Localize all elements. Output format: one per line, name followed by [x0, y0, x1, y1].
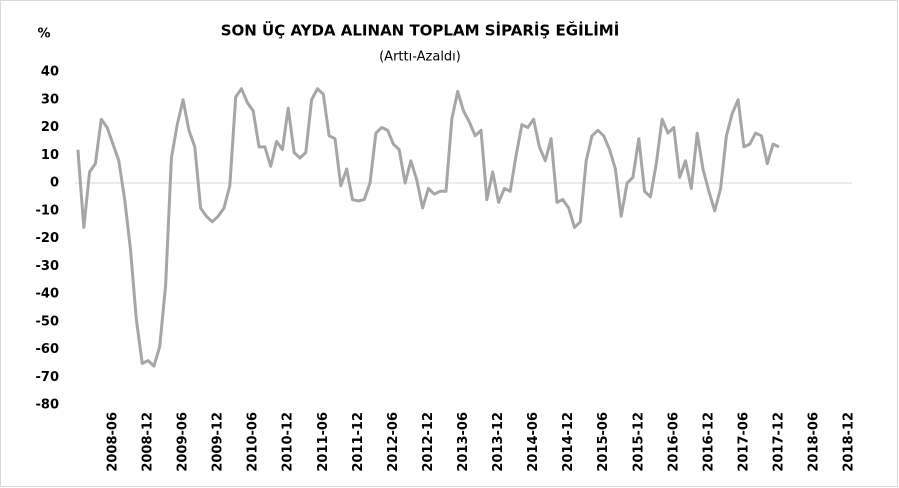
x-tick-label: 2013-12 [491, 412, 506, 472]
x-tick-label: 2014-06 [526, 412, 541, 472]
x-tick-label: 2016-06 [666, 412, 681, 472]
x-tick-label: 2008-12 [141, 412, 156, 472]
y-tick-label: -40 [36, 287, 60, 302]
x-tick-label: 2012-06 [386, 412, 401, 472]
y-tick-label: 20 [41, 120, 59, 135]
x-tick-label: 2017-12 [771, 412, 786, 472]
x-tick-label: 2015-06 [596, 412, 611, 472]
y-axis-label: % [37, 27, 50, 42]
x-tick-label: 2008-06 [105, 412, 120, 472]
x-tick-label: 2010-12 [281, 412, 296, 472]
y-tick-label: 10 [41, 148, 59, 163]
y-tick-label: -30 [36, 259, 60, 274]
x-tick-label: 2015-12 [631, 412, 646, 472]
chart-subtitle: (Arttı-Azaldı) [379, 50, 461, 65]
data-line [76, 87, 780, 368]
x-tick-label: 2013-06 [456, 412, 471, 472]
x-tick-label: 2010-06 [246, 412, 261, 472]
y-tick-label: 30 [41, 92, 59, 107]
chart-title: SON ÜÇ AYDA ALINAN TOPLAM SİPARİŞ EĞİLİM… [221, 21, 620, 40]
y-tick-label: -80 [36, 398, 60, 413]
x-tick-label: 2018-06 [807, 412, 822, 472]
x-tick-label: 2011-06 [316, 412, 331, 472]
y-tick-label: -20 [36, 231, 60, 246]
y-tick-label: -70 [36, 370, 60, 385]
x-tick-label: 2011-12 [351, 412, 366, 472]
x-tick-label: 2009-06 [176, 412, 191, 472]
y-tick-label: 40 [41, 65, 59, 80]
x-tick-label: 2012-12 [421, 412, 436, 472]
x-tick-label: 2016-12 [701, 412, 716, 472]
x-tick-label: 2014-12 [561, 412, 576, 472]
x-tick-label: 2017-06 [736, 412, 751, 472]
y-tick-label: -60 [36, 342, 60, 357]
y-tick-label: -50 [36, 314, 60, 329]
y-tick-label: 0 [50, 176, 59, 191]
x-tick-label: 2009-12 [211, 412, 226, 472]
x-tick-label: 2018-12 [842, 412, 857, 472]
y-tick-label: -10 [36, 203, 60, 218]
